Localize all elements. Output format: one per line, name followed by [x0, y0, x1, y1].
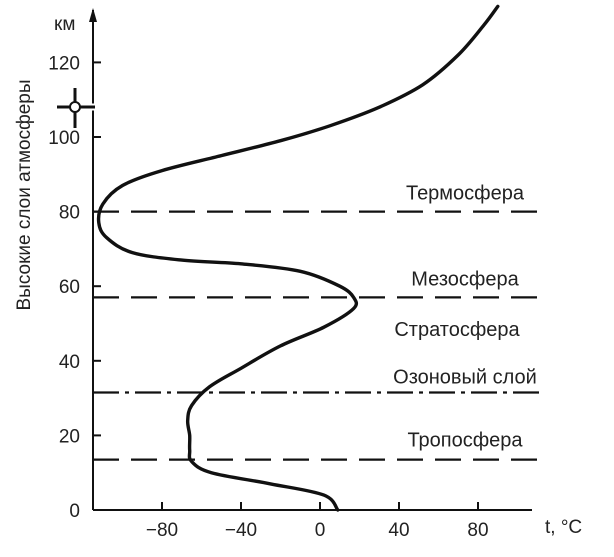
layer-boundaries — [93, 210, 540, 461]
layer-label: Термосфера — [406, 183, 525, 205]
layer-label: Озоновый слой — [393, 367, 537, 389]
x-tick-label: −40 — [225, 520, 257, 541]
x-tick-label: −80 — [146, 520, 178, 541]
x-tick-label: 40 — [388, 520, 409, 541]
y-tick-label: 120 — [48, 53, 80, 74]
y-axis-arrow — [89, 8, 97, 22]
y-tick-label: 60 — [59, 277, 80, 298]
y-tick-label: 40 — [59, 352, 80, 373]
y-tick-label: 100 — [48, 128, 80, 149]
y-axis-ticks: 0 20 40 60 80 100 120 — [48, 53, 101, 522]
x-tick-label: 80 — [467, 520, 488, 541]
layer-label: Мезосфера — [411, 268, 519, 290]
x-axis-title: t, °C — [545, 517, 582, 538]
x-axis-ticks: −80 −40 0 40 80 — [146, 502, 489, 541]
temperature-series — [96, 4, 500, 512]
layer-labels: Термосфера Мезосфера Стратосфера Озоновый с… — [393, 183, 537, 452]
y-tick-label: 80 — [59, 203, 80, 224]
y-unit-label: км — [54, 14, 75, 35]
layer-label: Тропосфера — [407, 430, 523, 452]
y-axis-title: Высокие слои атмосферы — [14, 79, 35, 310]
x-tick-label: 0 — [315, 520, 326, 541]
y-tick-label: 0 — [69, 501, 80, 522]
layer-label: Стратосфера — [394, 319, 520, 341]
y-tick-label: 20 — [59, 426, 80, 447]
temperature-curve — [96, 4, 500, 512]
crosshair-cursor-icon — [55, 86, 97, 130]
